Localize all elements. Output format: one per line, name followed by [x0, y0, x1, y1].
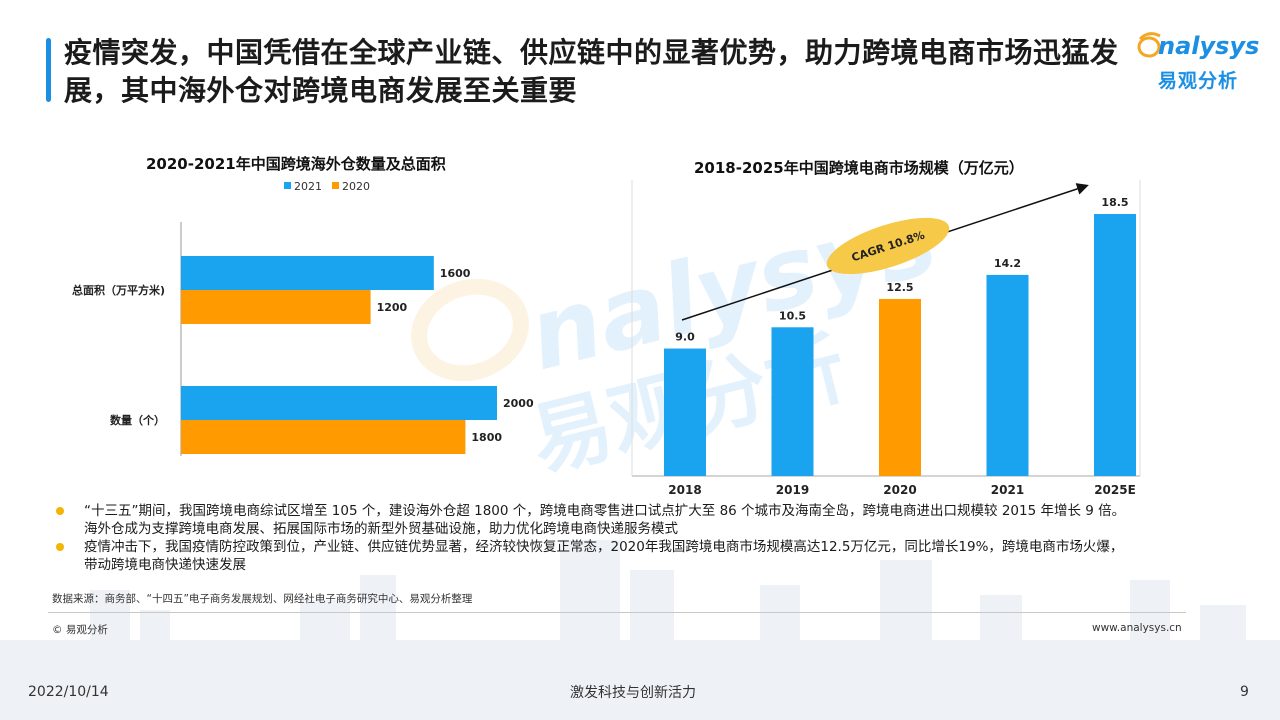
bar-2021: [181, 256, 434, 290]
bar-2021: [181, 386, 497, 420]
footer-divider: [48, 612, 1186, 613]
bullet-list: “十三五”期间，我国跨境电商综试区增至 105 个，建设海外仓超 1800 个，…: [56, 502, 1136, 574]
legend-label-2021: 2021: [294, 180, 322, 193]
bullet-item: 疫情冲击下，我国疫情防控政策到位，产业链、供应链优势显著，经济较快恢复正常态，2…: [56, 538, 1136, 574]
page-title: 疫情突发，中国凭借在全球产业链、供应链中的显著优势，助力跨境电商市场迅猛发展，其…: [64, 36, 1119, 107]
cagr-badge: [826, 217, 950, 275]
x-tick-label: 2019: [776, 483, 809, 497]
bar-2019: [771, 327, 814, 476]
logo-text-cn: 易观分析: [1158, 70, 1239, 92]
footer-date: 2022/10/14: [28, 684, 109, 700]
x-tick-label: 2025E: [1094, 483, 1136, 497]
x-tick-label: 2018: [668, 483, 701, 497]
category-label: 数量（个）: [110, 413, 165, 427]
bar-2020: [181, 290, 371, 324]
data-label: 12.5: [886, 281, 913, 294]
bar-2025E: [1094, 214, 1136, 476]
page-number: 9: [1240, 684, 1249, 700]
bar-2021: [986, 274, 1029, 476]
data-label: 1600: [440, 267, 471, 280]
copyright: © 易观分析: [52, 624, 108, 636]
right-chart-title: 2018-2025年中国跨境电商市场规模（万亿元）: [694, 159, 1024, 177]
website-link[interactable]: www.analysys.cn: [1092, 622, 1182, 634]
data-label: 14.2: [994, 257, 1021, 270]
data-label: 9.0: [675, 331, 695, 344]
data-label: 1800: [471, 431, 502, 444]
data-label: 2000: [503, 397, 534, 410]
x-tick-label: 2021: [991, 483, 1024, 497]
bullet-text: 疫情冲击下，我国疫情防控政策到位，产业链、供应链优势显著，经济较快恢复正常态，2…: [84, 539, 1124, 573]
bar-2020: [879, 298, 921, 476]
left-chart: 2021 2020 总面积（万平方米) 1600 1200 数量（个） 2000 1800: [72, 180, 534, 456]
bullet-text: “十三五”期间，我国跨境电商综试区增至 105 个，建设海外仓超 1800 个，…: [84, 503, 1126, 537]
bullet-item: “十三五”期间，我国跨境电商综试区增至 105 个，建设海外仓超 1800 个，…: [56, 502, 1136, 538]
analysys-logo: nalysys 易观分析: [1136, 30, 1266, 94]
data-source: 数据来源：商务部、“十四五”电子商务发展规划、网经社电子商务研究中心、易观分析整…: [52, 593, 473, 605]
legend-label-2020: 2020: [342, 180, 370, 193]
bullet-dot-icon: [56, 507, 64, 515]
data-label: 1200: [377, 301, 408, 314]
right-chart: 9.0 2018 10.5 2019 12.5 2020 14.2 2021 18.5 2025E…: [631, 180, 1141, 497]
logo-a-swirl-icon: [1137, 32, 1161, 58]
bullet-dot-icon: [56, 543, 64, 551]
bar-2018: [664, 348, 706, 476]
legend-swatch-2021: [284, 182, 291, 189]
logo-text-en: nalysys: [1158, 32, 1260, 60]
bar-2020: [181, 420, 466, 454]
x-tick-label: 2020: [883, 483, 916, 497]
category-label: 总面积（万平方米): [72, 283, 165, 297]
footer-slogan: 激发科技与创新活力: [570, 685, 696, 701]
left-chart-title: 2020-2021年中国跨境海外仓数量及总面积: [146, 155, 446, 173]
title-accent-bar: [46, 38, 51, 102]
data-label: 10.5: [779, 309, 806, 322]
data-label: 18.5: [1101, 196, 1128, 209]
legend-swatch-2020: [332, 182, 339, 189]
